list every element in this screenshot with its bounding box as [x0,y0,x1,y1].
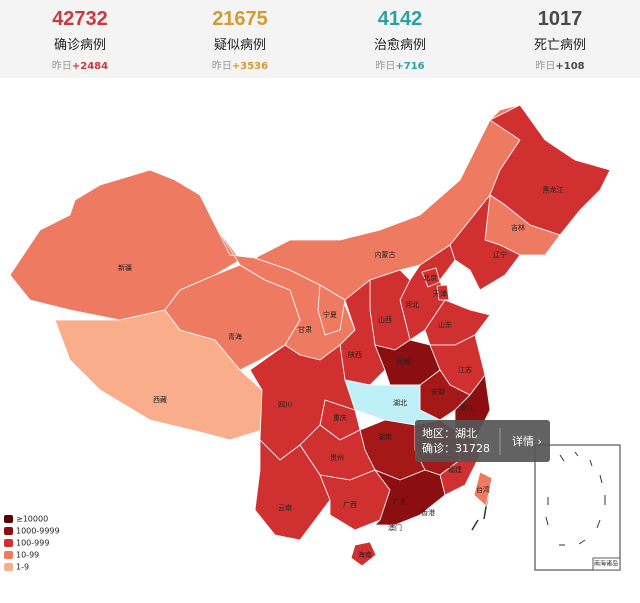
province-label: 陕西 [348,350,362,359]
legend-swatch [4,551,13,559]
province-label: 重庆 [333,413,347,422]
province-label: 台湾 [476,485,490,494]
stat-value: 4142 [377,8,423,30]
legend-swatch [4,539,13,547]
prev-delta: +3536 [231,61,269,72]
province-label: 黑龙江 [543,185,564,194]
stats-bar: 42732 确诊病例 昨日+2484 21675 疑似病例 昨日+3536 4142 治愈病例… [0,0,640,78]
province-label: 贵州 [330,453,344,462]
province-label: 新疆 [118,263,132,272]
prev-delta: +716 [395,61,425,72]
provinces [9,104,611,567]
province-label: 海南 [358,550,372,559]
prev-label: 昨日 [51,61,72,72]
province[interactable] [350,541,377,567]
province-label: 四川 [278,401,292,409]
province-label: 福建 [448,465,462,474]
prev-delta: +2484 [71,61,109,72]
legend: ≥10000 1000-9999 100-999 10-99 1-9 [4,515,60,572]
province[interactable] [436,284,450,301]
province[interactable] [344,379,442,426]
province-label: 安徽 [431,387,445,396]
stat-prev: 昨日+716 [320,57,480,72]
province-label: 浙江 [460,403,474,412]
stat: 42732 确诊病例昨日+2484 [0,0,160,78]
province-label: 湖北 [393,398,407,407]
province[interactable] [254,439,331,541]
province-label: 湖南 [378,432,392,441]
stat: 4142 治愈病例昨日+716 [320,0,480,78]
province[interactable] [339,279,386,386]
province-label: 广东 [393,497,407,506]
legend-label: 1000-9999 [16,527,60,536]
stat-label: 死亡病例 [533,38,586,53]
province-label: 内蒙古 [375,250,396,259]
stat-label: 确诊病例 [53,38,106,53]
province-label: 青海 [228,332,242,341]
province-label: 河北 [405,301,419,309]
legend-label: 100-999 [16,539,49,548]
tooltip-count: 确诊：31728 [422,441,490,455]
stat-prev: 昨日+2484 [0,57,160,72]
province-label: 江苏 [458,365,472,374]
province-label: 辽宁 [493,250,507,259]
province[interactable] [421,267,441,288]
stat-value: 21675 [212,8,268,30]
stat-prev: 昨日+3536 [160,57,320,72]
province-label: 澳门 [388,523,402,532]
province-label: 云南 [278,503,292,512]
legend-label: 1-9 [16,563,29,572]
province[interactable] [489,104,611,236]
prev-label: 昨日 [535,61,556,72]
inset-label: 南海诸岛 [594,560,618,568]
province-label: 吉林 [511,223,525,232]
stat-value: 1017 [537,8,583,30]
stat: 1017 死亡病例昨日+108 [480,0,640,78]
legend-label: ≥10000 [16,515,48,524]
stat-value: 42732 [52,8,108,30]
tooltip-region: 地区：湖北 [422,427,477,440]
province-label: 西藏 [153,395,167,404]
legend-swatch [4,563,13,571]
province-label: 山东 [438,320,452,329]
stat-label: 治愈病例 [373,38,426,53]
prev-delta: +108 [555,61,585,72]
province[interactable] [373,469,446,526]
province-label: 山西 [378,315,392,324]
inset-frame [534,444,621,571]
prev-label: 昨日 [211,61,232,72]
province-label: 宁夏 [323,310,337,319]
inset-label-box [592,557,621,571]
province-label: 河南 [396,357,410,366]
legend-swatch [4,515,13,523]
stat: 21675 疑似病例昨日+3536 [160,0,320,78]
province-label: 甘肃 [298,325,312,334]
prev-label: 昨日 [375,61,396,72]
stat-label: 疑似病例 [213,38,266,53]
stat-prev: 昨日+108 [480,57,640,72]
province-label: 广西 [343,500,357,509]
legend-swatch [4,527,13,535]
province[interactable] [317,284,346,336]
legend-label: 10-99 [16,551,39,560]
province-label: 北京 [423,273,437,282]
tooltip-detail[interactable]: 详情 › [512,434,542,448]
tooltip-box [415,420,550,462]
tooltip[interactable]: 地区：湖北 确诊：31728 详情 › [415,420,550,462]
province-label: 天津 [433,290,447,298]
province[interactable] [473,471,493,507]
province-label: 香港 [421,508,435,517]
